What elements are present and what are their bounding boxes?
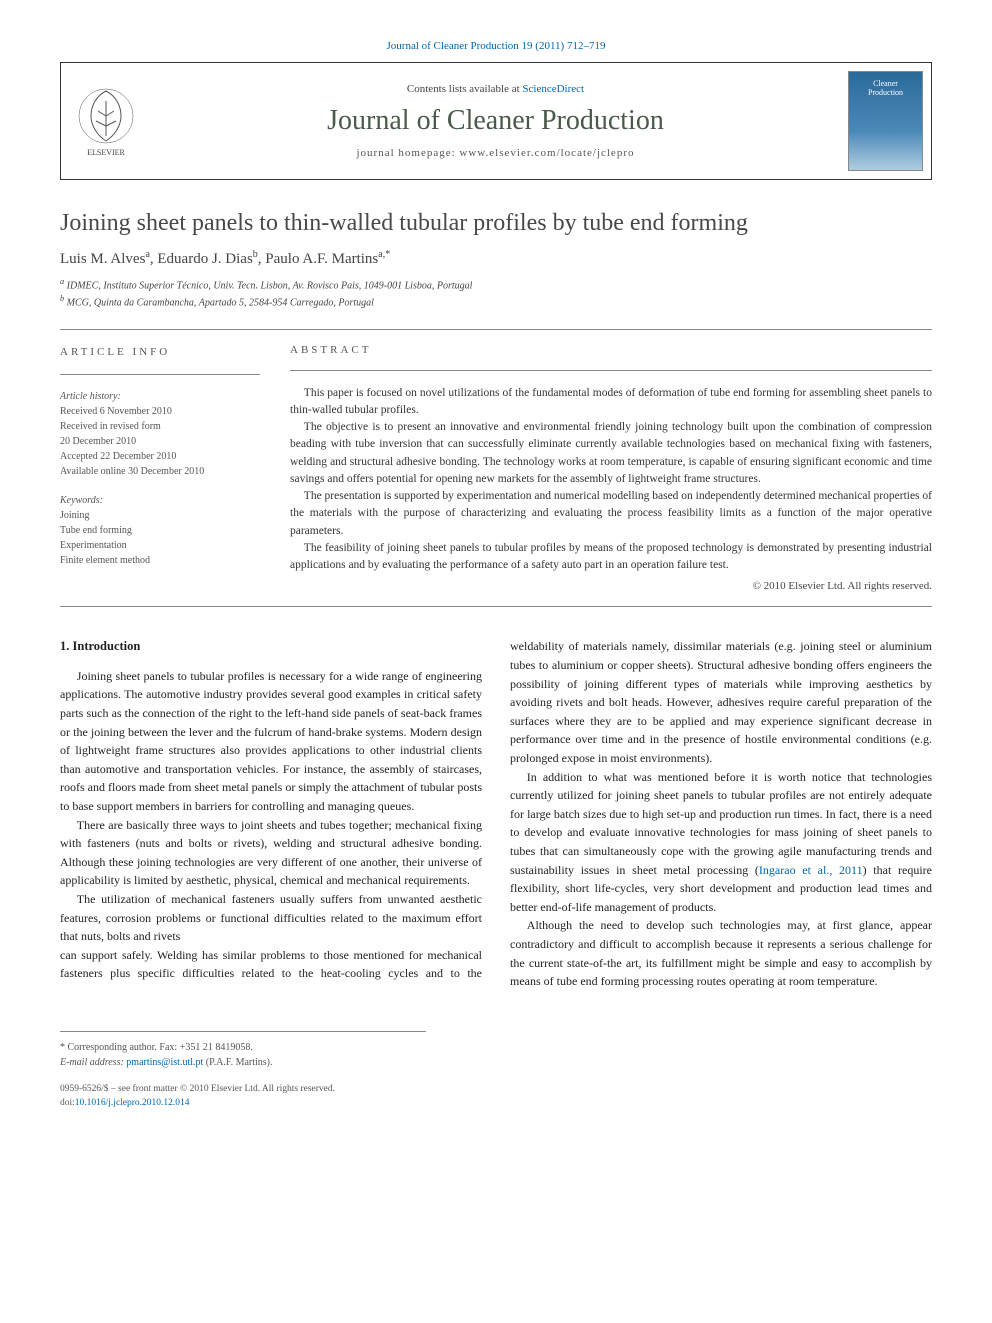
email-line: E-mail address: pmartins@ist.utl.pt (P.A…: [60, 1055, 426, 1070]
abstract-block: ABSTRACT This paper is focused on novel …: [290, 344, 932, 593]
body-p2: There are basically three ways to joint …: [60, 816, 482, 890]
author-2-affil: b: [253, 249, 258, 260]
abstract-p1: This paper is focused on novel utilizati…: [290, 385, 932, 420]
history-received: Received 6 November 2010: [60, 404, 260, 419]
history-revised-1: Received in revised form: [60, 419, 260, 434]
abstract-p4: The feasibility of joining sheet panels …: [290, 540, 932, 575]
abstract-copyright: © 2010 Elsevier Ltd. All rights reserved…: [290, 580, 932, 592]
corresponding-mark: *: [385, 249, 390, 260]
rule-top: [60, 329, 932, 330]
affil-b-sup: b: [60, 294, 64, 303]
history-accepted: Accepted 22 December 2010: [60, 449, 260, 464]
elsevier-text: ELSEVIER: [87, 148, 125, 157]
elsevier-tree-icon: [76, 86, 136, 146]
keyword-2: Tube end forming: [60, 523, 260, 538]
main-body-columns: 1. Introduction Joining sheet panels to …: [60, 637, 932, 990]
citation-line: Journal of Cleaner Production 19 (2011) …: [60, 40, 932, 52]
rule-info: [60, 374, 260, 375]
rule-abstract: [290, 370, 932, 371]
author-3: Paulo A.F. Martins: [265, 251, 378, 267]
history-revised-2: 20 December 2010: [60, 434, 260, 449]
history-online: Available online 30 December 2010: [60, 464, 260, 479]
article-info-label: ARTICLE INFO: [60, 344, 260, 361]
history-heading: Article history:: [60, 389, 260, 404]
article-info-block: ARTICLE INFO Article history: Received 6…: [60, 344, 260, 593]
affiliations: a IDMEC, Instituto Superior Técnico, Uni…: [60, 276, 932, 311]
header-center: Contents lists available at ScienceDirec…: [151, 73, 840, 169]
abstract-label: ABSTRACT: [290, 344, 932, 356]
footer-block: * Corresponding author. Fax: +351 21 841…: [60, 1031, 426, 1111]
elsevier-logo: ELSEVIER: [61, 71, 151, 171]
citation-ingarao[interactable]: Ingarao et al., 2011: [759, 863, 863, 877]
intro-heading: 1. Introduction: [60, 637, 482, 656]
abstract-body: This paper is focused on novel utilizati…: [290, 385, 932, 575]
body-p5: In addition to what was mentioned before…: [510, 768, 932, 917]
contents-prefix: Contents lists available at: [407, 83, 522, 95]
sciencedirect-link[interactable]: ScienceDirect: [522, 83, 584, 95]
article-meta-row: ARTICLE INFO Article history: Received 6…: [60, 344, 932, 593]
rule-mid: [60, 606, 932, 607]
affil-a-sup: a: [60, 277, 64, 286]
footer-meta: 0959-6526/$ – see front matter © 2010 El…: [60, 1082, 426, 1111]
body-p5-a: In addition to what was mentioned before…: [510, 770, 932, 877]
email-who: (P.A.F. Martins).: [203, 1057, 272, 1068]
authors-line: Luis M. Alvesa, Eduardo J. Diasb, Paulo …: [60, 249, 932, 268]
email-label: E-mail address:: [60, 1057, 126, 1068]
body-p6: Although the need to develop such techno…: [510, 916, 932, 990]
keyword-4: Finite element method: [60, 553, 260, 568]
issn-line: 0959-6526/$ – see front matter © 2010 El…: [60, 1082, 426, 1096]
abstract-p3: The presentation is supported by experim…: [290, 488, 932, 540]
journal-cover-thumb: Cleaner Production: [848, 71, 923, 171]
author-1: Luis M. Alves: [60, 251, 145, 267]
cover-line2: Production: [868, 89, 903, 98]
keywords-heading: Keywords:: [60, 493, 260, 508]
doi-link[interactable]: 10.1016/j.jclepro.2010.12.014: [75, 1098, 190, 1108]
abstract-p2: The objective is to present an innovativ…: [290, 419, 932, 488]
affiliation-b: MCG, Quinta da Carambancha, Apartado 5, …: [67, 298, 374, 309]
journal-name: Journal of Cleaner Production: [151, 105, 840, 137]
body-p3: The utilization of mechanical fasteners …: [60, 890, 482, 946]
article-title: Joining sheet panels to thin-walled tubu…: [60, 210, 932, 237]
author-2: Eduardo J. Dias: [157, 251, 252, 267]
affiliation-a: IDMEC, Instituto Superior Técnico, Univ.…: [67, 280, 473, 291]
contents-available-line: Contents lists available at ScienceDirec…: [151, 83, 840, 95]
body-p1: Joining sheet panels to tubular profiles…: [60, 667, 482, 816]
email-link[interactable]: pmartins@ist.utl.pt: [126, 1057, 203, 1068]
doi-label: doi:: [60, 1098, 75, 1108]
corresponding-author: * Corresponding author. Fax: +351 21 841…: [60, 1040, 426, 1055]
keyword-1: Joining: [60, 508, 260, 523]
keyword-3: Experimentation: [60, 538, 260, 553]
author-1-affil: a: [145, 249, 149, 260]
journal-homepage: journal homepage: www.elsevier.com/locat…: [151, 147, 840, 159]
journal-header: ELSEVIER Contents lists available at Sci…: [60, 62, 932, 180]
